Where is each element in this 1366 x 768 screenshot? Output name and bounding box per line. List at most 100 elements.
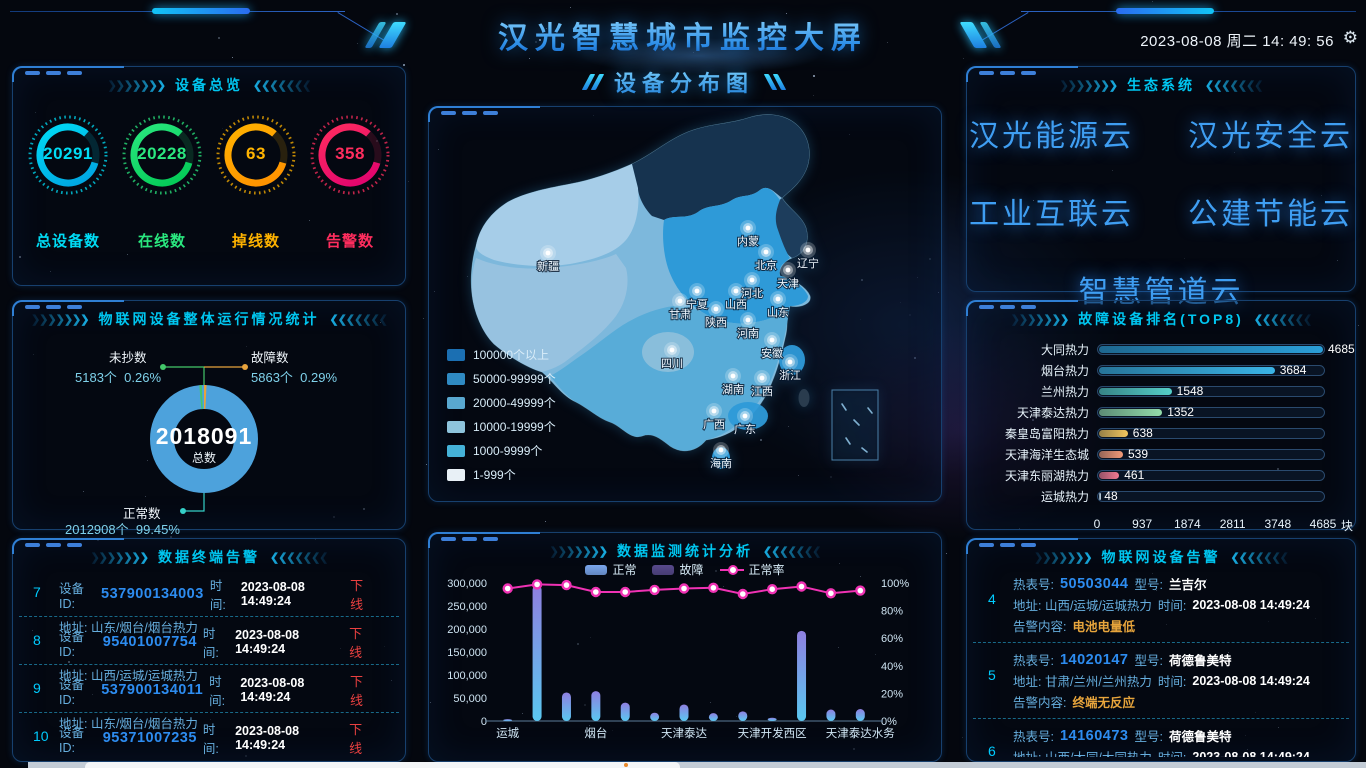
star [1019,528,1020,529]
title-arrows-left: ❯❯❯❯❯❯❯ [30,313,90,326]
star [736,716,737,717]
map-marker-浙江[interactable]: 浙江 [778,354,802,383]
region-guangdong[interactable] [728,402,768,430]
map-marker-天津[interactable]: 天津 [776,262,800,291]
donut-callout-name: 故障数 [251,351,289,365]
map-marker-海南[interactable]: 海南 [709,442,733,471]
terminal-alarm-row: 8 设备ID: 95401007754 时间: 2023-08-08 14:49:24 下… [19,617,399,683]
legend-label: 50000-99999个 [473,372,556,386]
star [376,140,378,142]
map-marker-河北[interactable]: 河北 [740,272,764,301]
gauge-label: 在线数 [137,233,186,250]
x-axis-label: 运城 [496,727,519,740]
monitor-chart: 0 50,000 100,000 150,000 200,000 250,000 300,0… [447,578,909,740]
gauge-value: 63 [246,144,266,163]
star [1174,662,1175,663]
map-marker-广西[interactable]: 广西 [702,403,726,432]
model-label: 型号: [1134,578,1163,592]
star [1247,749,1248,750]
taskbar-window-segment[interactable] [85,762,680,768]
map-marker-江西[interactable]: 江西 [750,370,774,399]
map-marker-山西[interactable]: 山西 [724,283,748,312]
y-axis-right-tick: 40% [881,661,903,673]
donut-callout-value: 5183个 0.26% [75,370,162,385]
iot-alarm-list: 4 热表号: 50503044 型号: 兰吉尔 地址: 山西/运城/运城热力 时间: 2023… [973,567,1349,757]
x-axis-unit: 块 [1340,519,1353,533]
svg-text:广东: 广东 [734,423,756,436]
legend-label: 正常率 [748,563,785,577]
taskbar-sliver[interactable] [28,762,1366,768]
ranking-value: 48 [1104,489,1118,503]
region-xinjiang[interactable] [476,164,639,267]
ecosystem-item: 汉光安全云 [1188,120,1353,153]
star [127,254,128,255]
star [1048,492,1049,493]
row-index: 7 [33,584,41,600]
star [1358,325,1359,326]
alarm-line-address: 地址: 山西/大同/大同热力时间: 2023-08-08 14:49:24 [1013,747,1339,758]
star [860,576,861,577]
title-arrows-left: ❯❯❯❯❯❯❯ [549,545,608,558]
map-marker-山东[interactable]: 山东 [766,291,790,320]
region-tibet-qinghai[interactable] [471,254,628,372]
star [92,694,93,695]
y-axis-left-tick: 150,000 [447,647,487,659]
alarm-row-line1: 设备ID: 537900134011 时间: 2023-08-08 14:49:24 下… [59,671,389,709]
star [546,28,547,29]
china-map-panel: 新疆 内蒙辽宁 北京 天津 河北 山西 宁夏 甘肃 陕西 山东 河南 安徽 四川 浙江 湖南 江西 广西 广东 海南… [428,106,942,502]
map-marker-辽宁[interactable]: 辽宁 [796,242,820,271]
legend-item-故障: 故障 [652,561,704,578]
star [1137,518,1139,520]
alarm-line-content: 告警内容: 电池电量低 [1013,616,1339,635]
ranking-bar-track: 3684 [1097,363,1325,377]
gauge-value: 20291 [43,144,93,163]
map-marker-陕西[interactable]: 陕西 [704,301,728,330]
map-marker-甘肃[interactable]: 甘肃 [668,293,692,322]
map-marker-四川[interactable]: 四川 [660,342,684,371]
map-marker-内蒙[interactable]: 内蒙 [736,220,760,249]
title-arrows-left: ❯❯❯❯❯❯❯ [107,79,166,92]
region-zhejiang[interactable] [779,345,805,375]
map-legend-item: 50000-99999个 [447,370,556,387]
star [577,643,579,645]
map-marker-新疆[interactable]: 新疆 [536,245,560,274]
svg-text:陕西: 陕西 [705,315,727,329]
star [1268,621,1269,622]
panel-title-iot-overall: 物联网设备整体运行情况统计 [98,311,320,327]
gauge-label: 告警数 [325,233,374,250]
star [19,256,21,258]
region-sichuan[interactable] [642,332,694,372]
y-axis-right-tick: 80% [881,606,903,618]
iot-alarms-panel: ❯❯❯❯❯❯❯ 物联网设备告警 ❮❮❮❮❮❮❮ 4 热表号: 50503044 型号:… [966,538,1356,762]
region-taiwan[interactable] [798,389,810,407]
svg-text:安徽: 安徽 [761,346,783,360]
bar-legend-swatch [652,564,675,575]
map-marker-河南[interactable]: 河南 [736,312,760,341]
map-marker-安徽[interactable]: 安徽 [760,332,784,361]
settings-gear-icon[interactable]: ⚙ [1342,28,1358,47]
star [589,725,590,726]
offline-status-badge: 下线 [350,578,364,612]
map-marker-北京[interactable]: 北京 [754,244,778,273]
iot-alarm-row: 5 热表号: 14020147 型号: 荷德鲁美特 地址: 甘肃/兰州/兰州热力 时间: 20… [973,643,1349,719]
map-marker-广东[interactable]: 广东 [733,408,757,437]
map-marker-湖南[interactable]: 湖南 [721,368,745,397]
taskbar-favicon-dot [624,763,628,767]
ranking-bar-fill [1099,409,1163,416]
ecosystem-list: 汉光能源云 汉光安全云 工业互联云 公建节能云 智慧管道云 [967,101,1355,311]
alarm-row-line2: 地址: 山东/烟台/烟台热力 [59,621,198,635]
legend-swatch [447,396,465,409]
legend-swatch [447,468,465,481]
region-hainan[interactable] [712,447,730,469]
star [426,464,427,465]
star [914,357,916,359]
region-north-china[interactable] [663,187,808,324]
ranking-category-label: 天津东丽湖热力 [1004,469,1089,483]
star [430,702,431,703]
star [170,536,172,538]
map-marker-宁夏[interactable]: 宁夏 [685,283,709,312]
alarm-row-line1: 设备ID: 537900134003 时间: 2023-08-08 14:49:24 下… [59,575,389,613]
region-northeast-neimeng[interactable] [632,114,810,220]
donut-total-label: 总数 [191,451,216,465]
gauge-ring [122,115,202,195]
